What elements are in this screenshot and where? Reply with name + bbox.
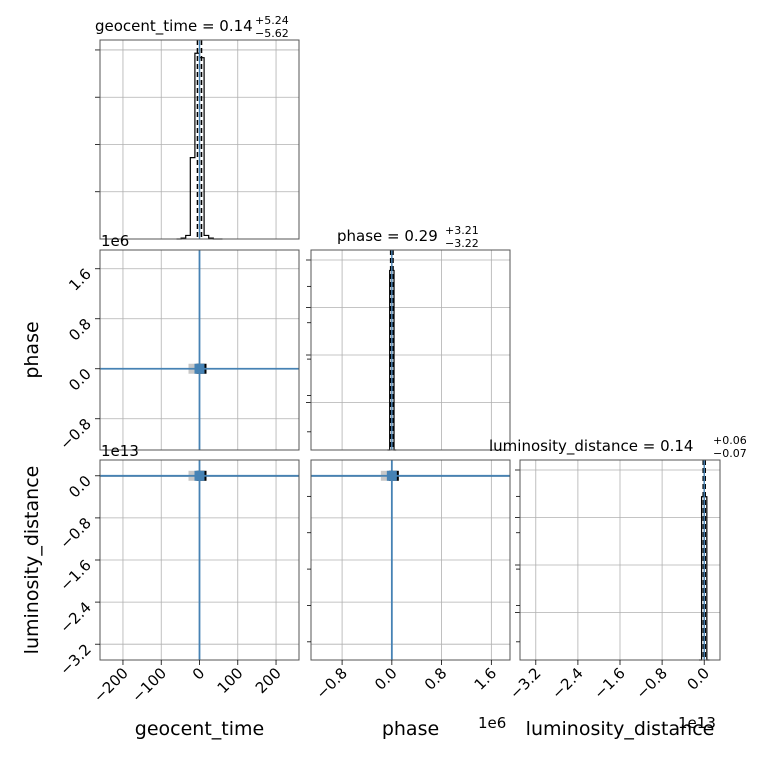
panel-phase-vs-geocent_time bbox=[99, 249, 300, 451]
offset-luminosity-distance-y: 1e13 bbox=[101, 442, 139, 460]
ytick-label-luminosity_distance-0: −3.2 bbox=[56, 640, 94, 678]
xtick-label-phase-0: −0.8 bbox=[312, 664, 350, 702]
panel-frame bbox=[310, 249, 511, 451]
panel-frame bbox=[310, 459, 511, 661]
xtick-label-luminosity_distance-4: 0.0 bbox=[683, 664, 713, 694]
panel-geocent_time-vs-geocent_time bbox=[95, 39, 300, 240]
title-luminosity-distance-minus: −0.07 bbox=[713, 447, 747, 460]
title-phase-minus: −3.22 bbox=[445, 237, 479, 250]
title-phase-median: 0.29 bbox=[404, 227, 437, 245]
title-luminosity-distance-plus: +0.06 bbox=[713, 434, 747, 447]
panel-luminosity_distance-vs-luminosity_distance bbox=[515, 459, 721, 661]
title-luminosity-distance-name: luminosity_distance bbox=[489, 437, 638, 456]
xtick-label-luminosity_distance-3: −0.8 bbox=[632, 664, 670, 702]
xlabel-luminosity-distance: luminosity_distance bbox=[526, 718, 715, 740]
title-luminosity-distance: luminosity_distance = 0.14 +0.06 −0.07 bbox=[489, 430, 752, 460]
offset-phase-x: 1e6 bbox=[478, 714, 506, 732]
xtick-label-luminosity_distance-0: −3.2 bbox=[506, 664, 544, 702]
ytick-label-luminosity_distance-2: −1.6 bbox=[56, 556, 94, 594]
panel-frame bbox=[99, 39, 300, 240]
offset-luminosity-distance-x: 1e13 bbox=[678, 714, 716, 732]
xtick-label-geocent_time-2: 0 bbox=[189, 664, 208, 683]
ytick-label-luminosity_distance-4: 0.0 bbox=[65, 472, 95, 502]
ylabel-phase: phase bbox=[21, 321, 43, 378]
title-phase-name: phase bbox=[337, 227, 382, 245]
title-geocent-time: geocent_time = 0.14 +5.24 −5.62 bbox=[95, 10, 294, 40]
ytick-label-luminosity_distance-1: −2.4 bbox=[56, 598, 94, 636]
xtick-label-luminosity_distance-2: −1.6 bbox=[590, 664, 628, 702]
xtick-label-geocent_time-1: −100 bbox=[128, 664, 170, 706]
title-phase: phase = 0.29 +3.21 −3.22 bbox=[337, 220, 484, 250]
panel-frame bbox=[99, 249, 300, 451]
title-geocent-time-minus: −5.62 bbox=[255, 27, 289, 40]
xtick-label-geocent_time-0: −200 bbox=[90, 664, 132, 706]
title-luminosity-distance-median: 0.14 bbox=[660, 437, 693, 455]
ylabel-luminosity-distance: luminosity_distance bbox=[21, 466, 43, 655]
xtick-label-geocent_time-3: 100 bbox=[214, 664, 247, 697]
title-geocent-time-median: 0.14 bbox=[219, 17, 252, 35]
panel-background bbox=[311, 250, 510, 450]
offset-phase-y: 1e6 bbox=[101, 232, 129, 250]
panel-phase-vs-phase bbox=[306, 249, 511, 451]
ytick-label-phase-3: 1.6 bbox=[65, 265, 95, 295]
ytick-label-phase-2: 0.8 bbox=[65, 315, 95, 345]
xtick-label-geocent_time-4: 200 bbox=[252, 664, 285, 697]
ytick-label-luminosity_distance-3: −0.8 bbox=[56, 514, 94, 552]
xlabel-geocent-time: geocent_time bbox=[135, 718, 264, 740]
xtick-label-phase-2: 0.8 bbox=[421, 664, 451, 694]
xtick-label-luminosity_distance-1: −2.4 bbox=[548, 664, 586, 702]
xtick-label-phase-1: 0.0 bbox=[371, 664, 401, 694]
title-geocent-time-plus: +5.24 bbox=[255, 14, 289, 27]
ytick-label-phase-1: 0.0 bbox=[65, 365, 95, 395]
title-geocent-time-name: geocent_time bbox=[95, 17, 197, 36]
panels-layer bbox=[95, 39, 721, 661]
panel-luminosity_distance-vs-geocent_time bbox=[99, 459, 300, 661]
xlabel-phase: phase bbox=[382, 718, 439, 740]
ytick-label-phase-0: −0.8 bbox=[56, 415, 94, 453]
panel-luminosity_distance-vs-phase bbox=[310, 459, 511, 661]
xtick-label-phase-3: 1.6 bbox=[471, 664, 501, 694]
title-phase-plus: +3.21 bbox=[445, 224, 479, 237]
